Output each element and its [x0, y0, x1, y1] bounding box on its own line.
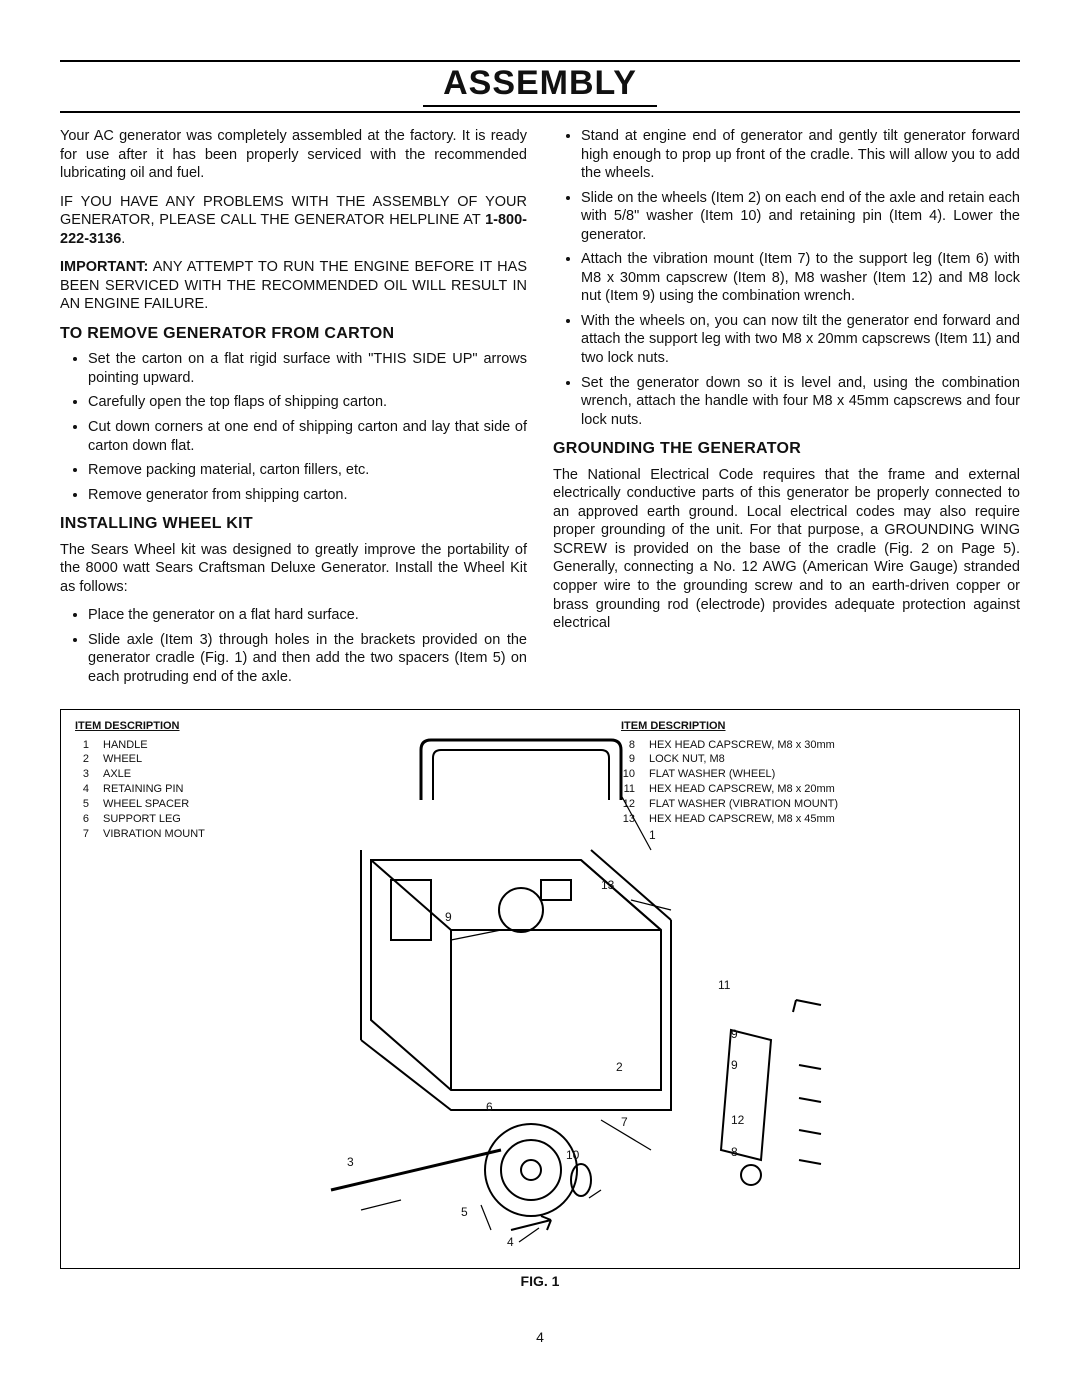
- wheel-item: Slide on the wheels (Item 2) on each end…: [581, 189, 1020, 245]
- wheel-list-right: Stand at engine end of generator and gen…: [553, 127, 1020, 429]
- page-number: 4: [60, 1329, 1020, 1345]
- part-row: 3AXLE: [75, 767, 205, 782]
- wheel-item: Attach the vibration mount (Item 7) to t…: [581, 250, 1020, 306]
- right-column: Stand at engine end of generator and gen…: [553, 127, 1020, 695]
- part-row: 7VIBRATION MOUNT: [75, 827, 205, 842]
- intro-paragraph-1: Your AC generator was completely assembl…: [60, 127, 527, 183]
- heading-grounding: GROUNDING THE GENERATOR: [553, 439, 1020, 459]
- callout: 4: [507, 1235, 514, 1249]
- callout: 10: [566, 1148, 579, 1162]
- wheel-item: Set the generator down so it is level an…: [581, 374, 1020, 430]
- remove-item: Remove packing material, carton fillers,…: [88, 461, 527, 480]
- parts-header-left: ITEM DESCRIPTION: [75, 720, 180, 732]
- wheel-item: Place the generator on a flat hard surfa…: [88, 606, 527, 625]
- wheel-item: Stand at engine end of generator and gen…: [581, 127, 1020, 183]
- generator-diagram: [251, 730, 831, 1250]
- parts-list-left: 1HANDLE 2WHEEL 3AXLE 4RETAINING PIN 5WHE…: [75, 738, 205, 842]
- remove-item: Remove generator from shipping carton.: [88, 486, 527, 505]
- heading-wheel-kit: INSTALLING WHEEL KIT: [60, 514, 527, 534]
- part-row: 5WHEEL SPACER: [75, 797, 205, 812]
- wheel-list-left: Place the generator on a flat hard surfa…: [60, 606, 527, 686]
- wheel-paragraph: The Sears Wheel kit was designed to grea…: [60, 541, 527, 597]
- remove-item: Set the carton on a flat rigid surface w…: [88, 350, 527, 387]
- callout: 2: [616, 1060, 623, 1074]
- wheel-item: Slide axle (Item 3) through holes in the…: [88, 631, 527, 687]
- part-row: 6SUPPORT LEG: [75, 812, 205, 827]
- callout: 7: [621, 1115, 628, 1129]
- helpline-end: .: [121, 231, 125, 247]
- callout: 1: [649, 828, 656, 842]
- page: ASSEMBLY Your AC generator was completel…: [0, 0, 1080, 1375]
- grounding-paragraph: The National Electrical Code requires th…: [553, 466, 1020, 633]
- remove-item: Cut down corners at one end of shipping …: [88, 418, 527, 455]
- heading-remove-carton: TO REMOVE GENERATOR FROM CARTON: [60, 324, 527, 344]
- callout: 3: [347, 1155, 354, 1169]
- helpline-text: IF YOU HAVE ANY PROBLEMS WITH THE ASSEMB…: [60, 194, 527, 229]
- callout: 9: [445, 910, 452, 924]
- intro-paragraph-2: IF YOU HAVE ANY PROBLEMS WITH THE ASSEMB…: [60, 193, 527, 249]
- remove-item: Carefully open the top flaps of shipping…: [88, 393, 527, 412]
- callout: 12: [731, 1113, 744, 1127]
- important-paragraph: IMPORTANT: ANY ATTEMPT TO RUN THE ENGINE…: [60, 258, 527, 314]
- left-column: Your AC generator was completely assembl…: [60, 127, 527, 695]
- callout: 5: [461, 1205, 468, 1219]
- remove-list: Set the carton on a flat rigid surface w…: [60, 350, 527, 504]
- callout: 8: [731, 1145, 738, 1159]
- callout: 9: [731, 1027, 738, 1041]
- important-label: IMPORTANT:: [60, 259, 148, 275]
- callout: 13: [601, 878, 614, 892]
- figure-caption: FIG. 1: [60, 1273, 1020, 1289]
- part-row: 4RETAINING PIN: [75, 782, 205, 797]
- figure-1-box: ITEM DESCRIPTION 1HANDLE 2WHEEL 3AXLE 4R…: [60, 709, 1020, 1269]
- callout: 11: [718, 978, 730, 992]
- wheel-item: With the wheels on, you can now tilt the…: [581, 312, 1020, 368]
- part-row: 2WHEEL: [75, 752, 205, 767]
- title-rule: ASSEMBLY: [60, 60, 1020, 113]
- part-row: 1HANDLE: [75, 738, 205, 753]
- callout: 9: [731, 1058, 738, 1072]
- page-title: ASSEMBLY: [423, 64, 657, 107]
- two-column-body: Your AC generator was completely assembl…: [60, 127, 1020, 695]
- callout: 6: [486, 1100, 493, 1114]
